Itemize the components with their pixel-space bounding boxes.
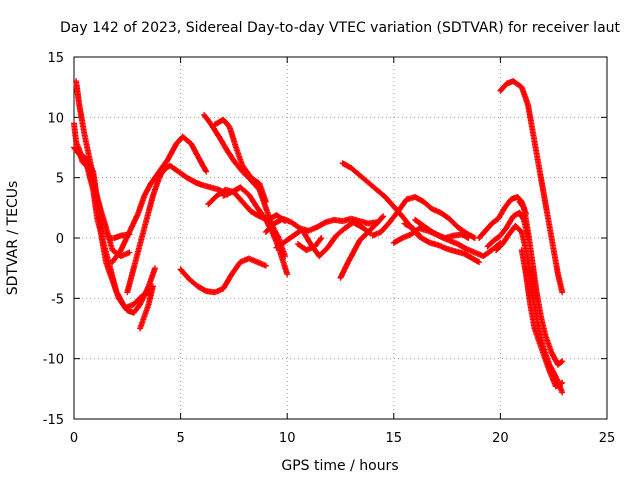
series-track-21 xyxy=(401,220,483,266)
marker-trail xyxy=(177,255,269,296)
x-tick-label: 10 xyxy=(279,431,296,446)
marker-trail xyxy=(109,133,210,266)
marker-trail xyxy=(401,220,483,266)
x-tick-label: 0 xyxy=(70,431,78,446)
y-tick-label: 10 xyxy=(47,111,64,126)
y-tick-label: -5 xyxy=(51,292,64,307)
marker-trail xyxy=(516,198,566,368)
series-track-17 xyxy=(337,213,387,281)
series-track-05 xyxy=(137,283,156,332)
marker-trail xyxy=(273,219,374,260)
x-axis-label: GPS time / hours xyxy=(281,458,398,474)
marker-trail xyxy=(518,247,566,390)
y-tick-label: 15 xyxy=(47,51,64,66)
marker-trail xyxy=(337,213,387,281)
marker-trail xyxy=(412,216,504,260)
series-track-22 xyxy=(412,216,504,260)
chart-title: Day 142 of 2023, Sidereal Day-to-day VTE… xyxy=(60,20,621,36)
series-track-13 xyxy=(205,186,289,225)
marker-trail xyxy=(201,111,289,260)
series-track-19 xyxy=(369,194,478,241)
x-tick-label: 15 xyxy=(386,431,403,446)
series-track-11 xyxy=(211,116,269,205)
series-track-12 xyxy=(220,184,291,278)
marker-trail xyxy=(137,283,156,332)
marker-trail xyxy=(211,116,269,205)
y-axis-label: SDTVAR / TECUs xyxy=(5,181,21,296)
marker-trail xyxy=(220,184,291,278)
series-track-06 xyxy=(109,133,210,266)
series-track-26 xyxy=(516,198,566,368)
marker-trail xyxy=(124,162,169,296)
marker-trail xyxy=(205,186,289,225)
series-track-09 xyxy=(177,255,269,296)
y-tick-label: -10 xyxy=(43,353,64,368)
x-tick-label: 20 xyxy=(492,431,509,446)
y-tick-label: 5 xyxy=(56,172,64,187)
axis-ticks: 0 5 10 15 20 25 -15 -10 -5 0 5 10 15 xyxy=(43,51,616,446)
series-track-07 xyxy=(124,162,169,296)
data-layer xyxy=(71,78,566,396)
y-tick-label: 0 xyxy=(56,232,64,247)
marker-trail xyxy=(294,235,325,254)
series-track-27 xyxy=(518,247,566,390)
series-track-28 xyxy=(497,78,566,296)
marker-trail xyxy=(497,78,566,296)
y-tick-label: -15 xyxy=(43,413,64,428)
marker-trail xyxy=(369,194,478,241)
x-tick-label: 25 xyxy=(599,431,616,446)
marker-trail xyxy=(71,144,152,311)
series-track-16 xyxy=(294,235,325,254)
series-track-04 xyxy=(71,144,152,311)
series-track-15 xyxy=(273,219,374,260)
series-track-10 xyxy=(201,111,289,260)
x-tick-label: 5 xyxy=(176,431,184,446)
